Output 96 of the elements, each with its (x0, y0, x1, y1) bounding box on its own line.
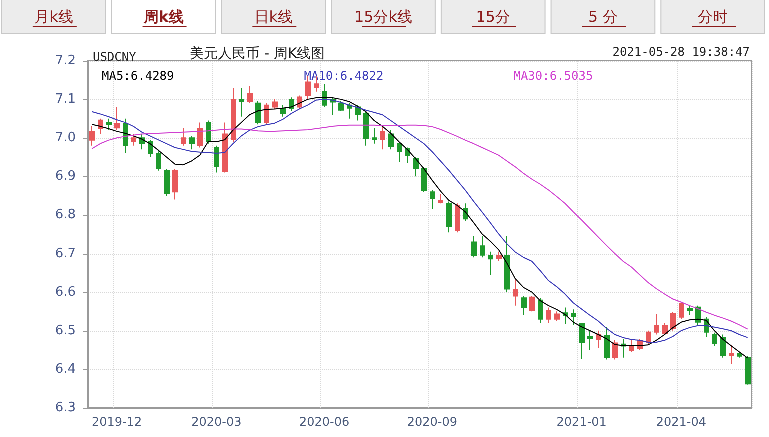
y-tick-label: 6.4 (55, 362, 76, 377)
candlestick (272, 99, 278, 110)
candlestick (571, 309, 576, 326)
candlestick (347, 102, 352, 120)
candlestick (455, 203, 460, 234)
candlestick (338, 100, 344, 112)
candlestick (513, 279, 518, 306)
candlestick (471, 236, 477, 258)
candlestick (214, 145, 219, 174)
x-tick-label: 2021-04 (656, 415, 707, 429)
candlestick (662, 322, 668, 336)
candlestick (745, 355, 751, 386)
candlestick (181, 128, 186, 146)
candlestick (206, 120, 211, 144)
y-tick-label: 6.9 (55, 169, 76, 184)
candlestick (554, 311, 560, 322)
candlestick (679, 301, 684, 320)
y-tick-label: 6.3 (55, 400, 76, 416)
y-tick-label: 7.1 (55, 92, 76, 108)
candlestick (496, 251, 502, 262)
candlestick (446, 201, 452, 234)
candlestick (546, 307, 551, 324)
candlestick (612, 340, 618, 360)
y-tick-label: 6.7 (55, 246, 76, 262)
y-tick-label: 6.8 (55, 208, 76, 223)
candlestick (164, 168, 170, 196)
y-tick-label: 7.0 (55, 130, 76, 146)
candlestick (380, 126, 385, 150)
candlestick (646, 330, 651, 345)
candlestick (189, 136, 195, 150)
candlestick (231, 87, 236, 142)
candlestick (521, 296, 527, 316)
text: 2021-05-28 19:38:47 (612, 45, 750, 59)
x-tick-label: 2020-06 (299, 415, 350, 429)
candlestick (247, 86, 253, 104)
candlestick (172, 168, 178, 200)
y-tick-label: 6.6 (55, 284, 76, 300)
candlestick (264, 102, 269, 126)
candlestick (480, 236, 485, 258)
line-series (92, 124, 748, 330)
candlestick (114, 106, 120, 131)
candlestick (148, 140, 153, 158)
chart-subtitle: USDCNY (93, 50, 138, 64)
x-tick-label: 2021-01 (556, 415, 607, 429)
candlestick (156, 151, 161, 172)
x-tick-label: 2019-12 (92, 415, 142, 429)
candlestick (197, 122, 203, 148)
candlestick (712, 332, 717, 347)
candlestick (372, 128, 377, 144)
candlestick (729, 345, 734, 365)
candlestick (629, 339, 634, 353)
candlestick (289, 97, 294, 112)
candlestick (579, 322, 585, 360)
candlestick (388, 130, 394, 150)
candlestick (430, 190, 435, 210)
candlestick (438, 194, 443, 204)
candlestick (106, 118, 112, 131)
text: 15分k线 (354, 8, 412, 26)
text: MA30:6.5035 (514, 69, 594, 83)
candlestick (587, 330, 593, 351)
candlestick (255, 100, 261, 126)
candlestick (297, 95, 302, 110)
candlestick (538, 298, 543, 324)
candlestick (604, 326, 610, 360)
text: 月k线 (34, 8, 74, 26)
candlestick (222, 122, 228, 174)
text: MA5:6.4289 (102, 69, 174, 83)
candlestick (654, 314, 659, 336)
candlestick (504, 236, 510, 293)
series-label: MA10:6.4822 (304, 69, 384, 83)
candlestick (720, 334, 726, 358)
candlestick (687, 304, 693, 316)
candlestick (413, 156, 419, 178)
candlestick (89, 126, 95, 146)
text: 15分 (476, 8, 510, 26)
text: 5 分 (588, 8, 618, 26)
candlestick (280, 104, 286, 118)
candlestick (421, 166, 427, 193)
candlestick (239, 87, 244, 118)
text: 分时 (698, 8, 728, 26)
candlestick (397, 141, 402, 163)
text: 日k线 (254, 8, 293, 26)
y-tick-label: 6.5 (55, 323, 76, 338)
candlestick (670, 312, 676, 332)
y-tick-label: 7.2 (55, 54, 76, 68)
candlestick (596, 330, 601, 349)
chart-title: 美元人民币 - 周K线图 (190, 46, 326, 62)
candlestick (123, 118, 128, 154)
x-tick-label: 2020-09 (407, 415, 458, 429)
candlestick (737, 352, 742, 358)
text: 周k线 (142, 8, 184, 26)
candlestick (488, 251, 493, 276)
candlestick (529, 296, 535, 312)
x-tick-label: 2020-03 (192, 415, 242, 429)
candlestick (131, 134, 136, 146)
candlestick (363, 110, 369, 146)
